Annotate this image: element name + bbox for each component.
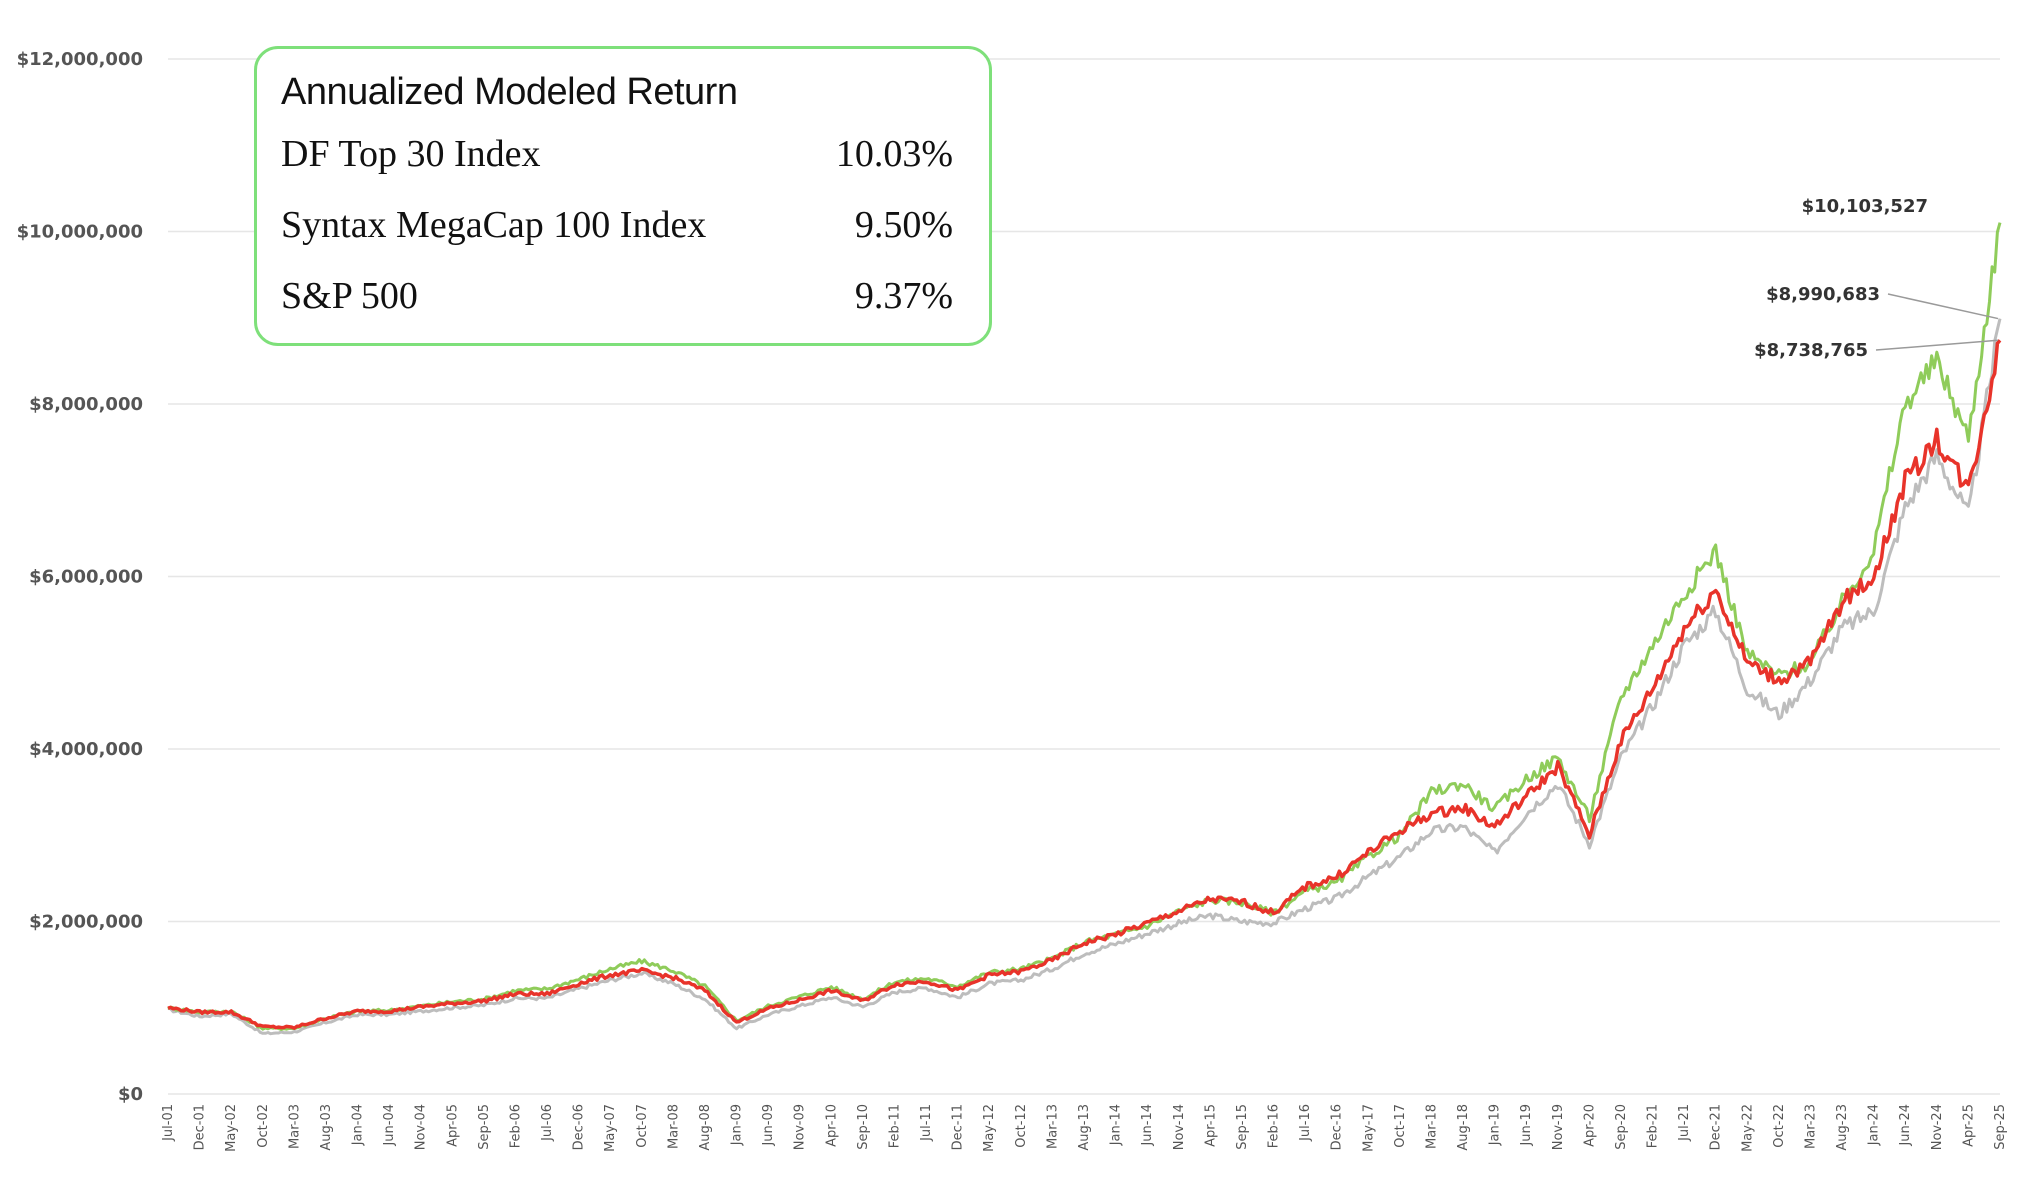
x-tick-label: Mar-18	[1424, 1104, 1439, 1149]
return-row-sp500: S&P 500 9.37%	[281, 274, 953, 345]
annualized-return-box: Annualized Modeled Return DF Top 30 Inde…	[254, 46, 992, 346]
return-row-value: 9.50%	[854, 204, 953, 246]
x-tick-label: Sep-15	[1235, 1104, 1250, 1150]
x-tick-label: Oct-07	[635, 1104, 650, 1148]
x-tick-label: Jan-04	[351, 1104, 366, 1146]
x-tick-label: Dec-21	[1709, 1104, 1724, 1150]
end-value-labels: $10,103,527 $8,738,765 $8,990,683	[1754, 196, 1999, 361]
series-lines	[167, 222, 2002, 1036]
x-tick-label: Jun-04	[382, 1104, 397, 1147]
x-tick-label: Oct-22	[1772, 1104, 1787, 1148]
y-tick-label: $10,000,000	[17, 222, 143, 243]
x-tick-label: Oct-12	[1014, 1104, 1029, 1148]
x-tick-label: Sep-25	[1993, 1104, 2008, 1150]
x-axis-tick-labels: Jul-01 Dec-01 May-02 Oct-02 Mar-03 Aug-03 Jan-…	[161, 1104, 2008, 1152]
x-tick-label: Apr-25	[1961, 1104, 1976, 1147]
x-tick-label: Jul-16	[1298, 1104, 1313, 1142]
x-tick-label: Aug-23	[1835, 1104, 1850, 1151]
x-tick-label: Nov-14	[1172, 1104, 1187, 1150]
x-tick-label: Oct-17	[1393, 1104, 1408, 1148]
y-axis-tick-labels: $0 $2,000,000 $4,000,000 $6,000,000 $8,000,0…	[17, 49, 143, 1105]
end-label-sp500: $8,990,683	[1766, 284, 1880, 305]
x-tick-label: Jul-11	[919, 1104, 934, 1142]
return-row-value: 10.03%	[835, 133, 953, 175]
x-tick-label: Jun-19	[1519, 1104, 1534, 1147]
x-tick-label: Jan-19	[1488, 1104, 1503, 1146]
x-tick-label: Aug-18	[1456, 1104, 1471, 1151]
x-tick-label: Sep-10	[856, 1104, 871, 1150]
series-line-syntax_megacap100	[167, 339, 2002, 1030]
x-tick-label: Apr-20	[1582, 1104, 1597, 1147]
x-tick-label: Dec-06	[572, 1104, 587, 1150]
y-tick-label: $2,000,000	[29, 912, 143, 933]
x-tick-label: Feb-16	[1267, 1104, 1282, 1148]
x-tick-label: Nov-04	[414, 1104, 429, 1150]
x-tick-label: Aug-03	[319, 1104, 334, 1151]
x-tick-label: Jan-09	[730, 1104, 745, 1146]
x-tick-label: Nov-24	[1930, 1104, 1945, 1150]
x-tick-label: Apr-15	[1203, 1104, 1218, 1147]
x-tick-label: Dec-01	[193, 1104, 208, 1150]
x-tick-label: May-07	[603, 1104, 618, 1152]
leader-line	[1875, 339, 1999, 351]
x-tick-label: Apr-05	[445, 1104, 460, 1147]
return-row-name: DF Top 30 Index	[281, 133, 541, 175]
x-tick-label: Sep-20	[1614, 1104, 1629, 1150]
x-tick-label: Mar-08	[666, 1104, 681, 1149]
y-tick-label: $6,000,000	[29, 567, 143, 588]
x-tick-label: Mar-23	[1803, 1104, 1818, 1149]
x-tick-label: May-17	[1361, 1104, 1376, 1152]
x-tick-label: Mar-03	[287, 1104, 302, 1149]
series-line-sp500	[167, 318, 2002, 1036]
return-row-df-top-30: DF Top 30 Index 10.03%	[281, 132, 953, 203]
x-tick-label: Jul-06	[540, 1104, 555, 1142]
x-tick-label: Nov-09	[793, 1104, 808, 1150]
x-tick-label: Jan-24	[1867, 1104, 1882, 1146]
return-row-value: 9.37%	[854, 275, 953, 317]
x-tick-label: Feb-06	[508, 1104, 523, 1148]
x-tick-label: Dec-16	[1330, 1104, 1345, 1150]
y-tick-label: $12,000,000	[17, 49, 143, 70]
x-tick-label: Jun-14	[1140, 1104, 1155, 1147]
return-row-name: S&P 500	[281, 275, 418, 317]
box-title: Annualized Modeled Return	[281, 71, 738, 113]
leader-line	[1887, 293, 1999, 320]
x-tick-label: Aug-08	[698, 1104, 713, 1151]
return-row-name: Syntax MegaCap 100 Index	[281, 204, 707, 246]
x-tick-label: Feb-21	[1646, 1104, 1661, 1148]
x-tick-label: May-02	[224, 1104, 239, 1152]
y-tick-label: $4,000,000	[29, 739, 143, 760]
y-tick-label: $0	[118, 1084, 143, 1105]
x-tick-label: May-12	[982, 1104, 997, 1152]
x-tick-label: Sep-05	[477, 1104, 492, 1150]
x-tick-label: Apr-10	[824, 1104, 839, 1147]
x-tick-label: Jan-14	[1109, 1104, 1124, 1146]
x-tick-label: Mar-13	[1045, 1104, 1060, 1149]
x-tick-label: Aug-13	[1077, 1104, 1092, 1151]
x-tick-label: May-22	[1740, 1104, 1755, 1152]
x-tick-label: Feb-11	[887, 1104, 902, 1148]
x-tick-label: Jun-24	[1898, 1104, 1913, 1147]
x-tick-label: Jul-01	[161, 1104, 176, 1142]
x-tick-label: Jul-21	[1677, 1104, 1692, 1142]
x-tick-label: Oct-02	[256, 1104, 271, 1148]
x-tick-label: Dec-11	[951, 1104, 966, 1150]
return-row-syntax-megacap: Syntax MegaCap 100 Index 9.50%	[281, 203, 953, 274]
x-tick-label: Nov-19	[1551, 1104, 1566, 1150]
y-tick-label: $8,000,000	[29, 394, 143, 415]
end-label-syntax_megacap100: $8,738,765	[1754, 340, 1868, 361]
x-tick-label: Jun-09	[761, 1104, 776, 1147]
end-label-df_top30: $10,103,527	[1802, 196, 1928, 217]
